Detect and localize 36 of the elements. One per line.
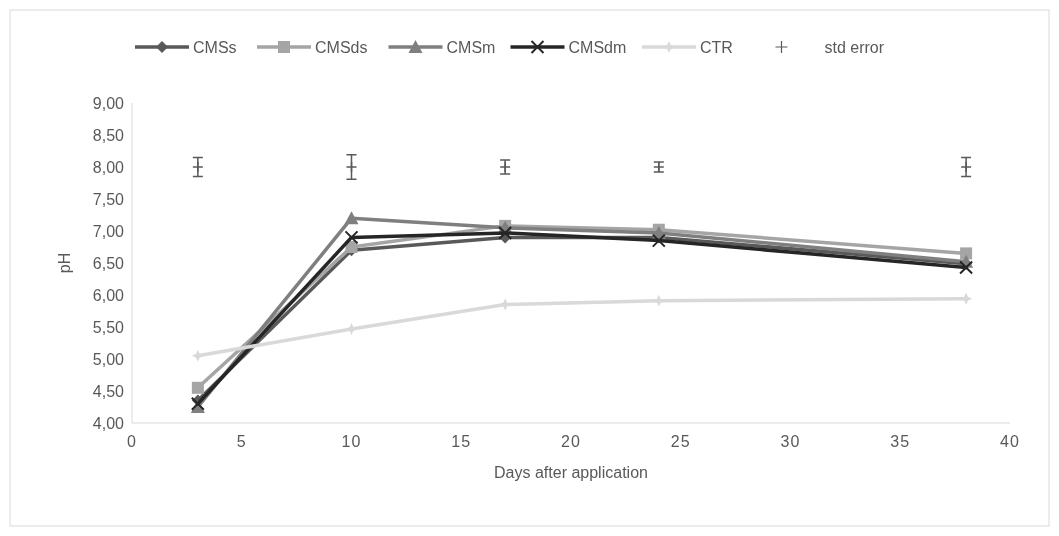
y-axis-title: pH [56,252,73,274]
y-tick-label: 6,00 [92,286,125,304]
legend-label: CMSs [193,38,237,56]
point [344,230,359,245]
x-tick-label: 5 [236,433,247,450]
point [959,260,974,275]
point [498,225,513,240]
point [190,396,205,411]
y-tick-label: 9,00 [92,94,125,112]
legend-label: CMSds [315,38,368,56]
y-tick-label: 5,00 [92,350,125,368]
y-tick-label: 4,00 [92,414,125,432]
x-tick-label: 20 [561,433,581,450]
x-tick-label: 15 [451,433,472,450]
legend-label: CTR [700,38,733,56]
point [960,247,973,260]
x-tick-label: 0 [127,433,137,450]
point [344,211,359,225]
y-tick-label: 5,50 [92,318,125,336]
y-tick-label: 4,50 [92,382,125,400]
x-tick-label: 25 [670,433,691,450]
y-tick-label: 7,50 [92,190,125,208]
legend-label: std error [824,38,885,56]
y-tick-label: 7,00 [92,222,125,240]
point [191,381,204,394]
x-tick-label: 40 [1000,433,1020,450]
y-tick-label: 6,50 [92,254,125,272]
y-tick-label: 8,50 [92,126,125,144]
x-tick-label: 35 [890,433,911,450]
legend-label: CMSdm [568,38,627,56]
x-axis-title: Days after application [494,464,648,481]
x-tick-label: 10 [341,433,362,450]
point [651,233,666,248]
y-tick-label: 8,00 [92,158,125,176]
x-tick-label: 30 [780,433,801,450]
legend-label: CMSm [446,38,496,56]
